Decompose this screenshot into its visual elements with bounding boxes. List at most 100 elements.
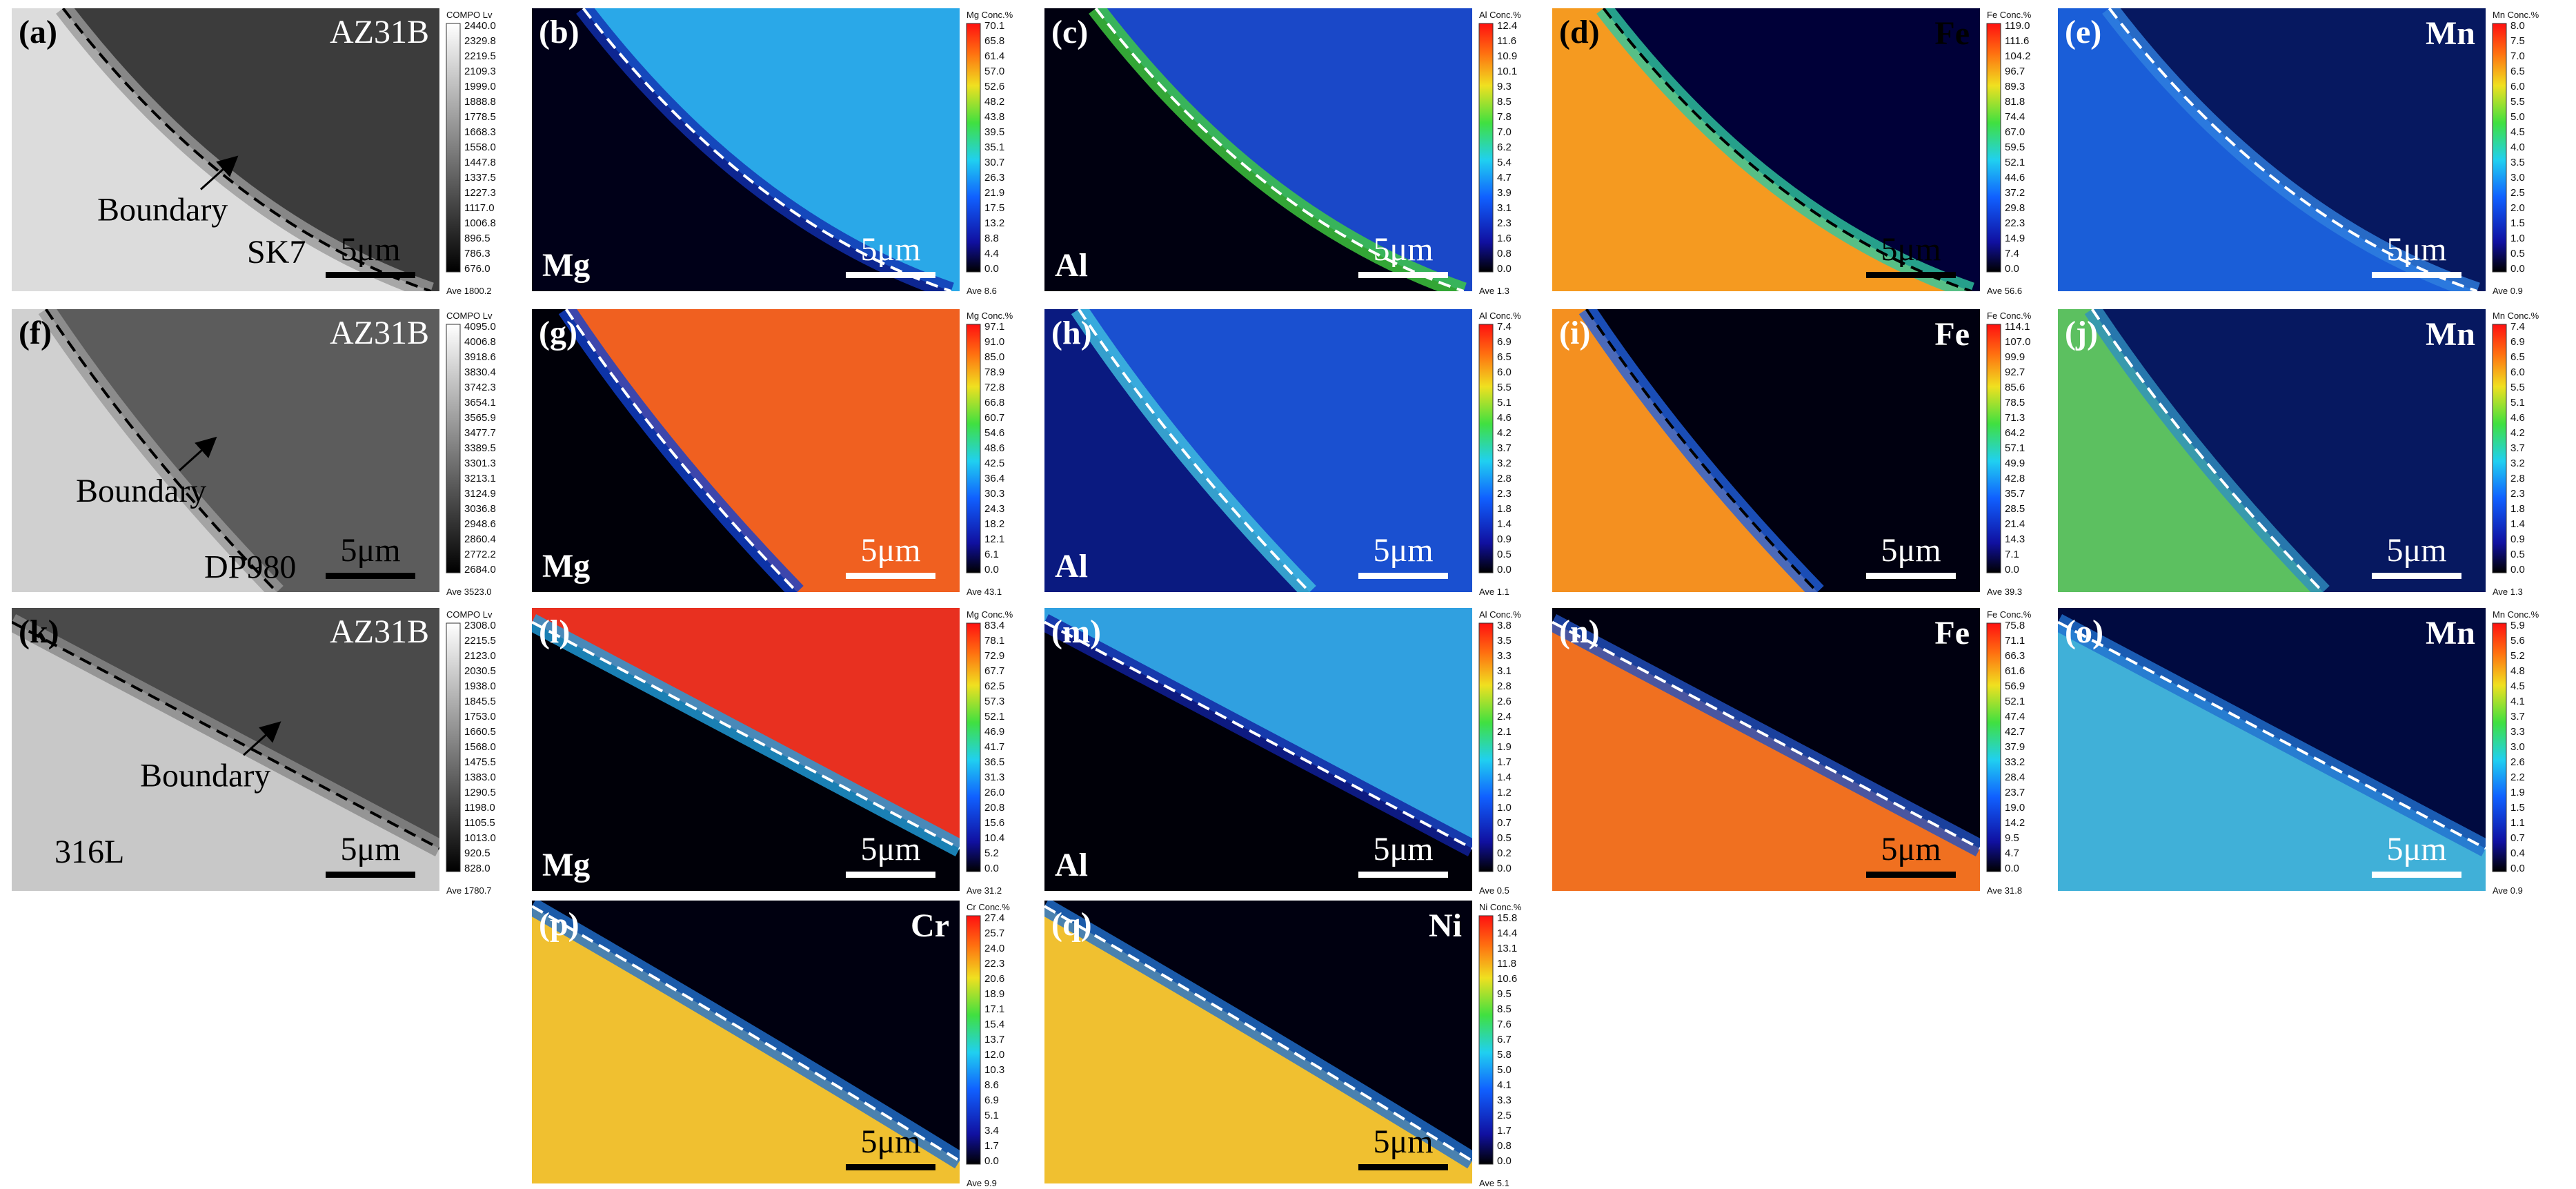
colorbar-tick: 2215.5 [464, 635, 496, 647]
colorbar [966, 915, 981, 1165]
colorbar-tick: 3.4 [984, 1125, 999, 1137]
colorbar-tick: 1006.8 [464, 217, 496, 229]
panel: (o) Mn 5μm Mn Conc.%5.9 5.6 5.2 4.8 4.5 4.1 3.7 3.… [2058, 608, 2539, 896]
colorbar-tick: 65.8 [984, 35, 1004, 47]
colorbar-title: Ni Conc.% [1479, 902, 1522, 912]
colorbar-tick: 1117.0 [464, 202, 495, 214]
colorbar-tick: 92.7 [2005, 366, 2025, 378]
boundary-line [2108, 8, 2478, 291]
region-upper [1603, 8, 1980, 291]
colorbar-tick: 1.7 [1497, 1125, 1512, 1137]
panel: (g) Mg 5μm Mg Conc.%97.1 91.0 85.0 78.9 72.8 66.… [532, 309, 1013, 597]
colorbar-tick: 2123.0 [464, 650, 496, 662]
colorbar-tick: 676.0 [464, 263, 491, 275]
colorbar-tick: 0.0 [1497, 564, 1512, 576]
colorbar-tick: 43.8 [984, 111, 1004, 123]
colorbar-tick: 6.9 [984, 1094, 999, 1106]
colorbar-tick: 4095.0 [464, 321, 496, 333]
region-upper [2109, 8, 2486, 291]
colorbar [2492, 23, 2507, 273]
scale-bar [2372, 573, 2461, 579]
sample-label: SK7 [247, 234, 306, 271]
colorbar-tick: 8.5 [1497, 96, 1512, 108]
colorbar-tick: 3.7 [2510, 442, 2525, 454]
panel: (c) Al 5μm Al Conc.%12.4 11.6 10.9 10.1 9.3 8.5 7… [1044, 8, 1521, 296]
map-image [12, 309, 439, 592]
map-image [1552, 8, 1980, 291]
boundary-label: Boundary [97, 192, 228, 228]
colorbar-tick: 896.5 [464, 233, 491, 244]
panel: (h) Al 5μm Al Conc.%7.4 6.9 6.5 6.0 5.5 5.1 4.6 4.… [1044, 309, 1521, 597]
colorbar-tick: 107.0 [2005, 336, 2031, 348]
colorbar-tick: 24.0 [984, 943, 1004, 954]
colorbar-tick: 1938.0 [464, 680, 496, 692]
colorbar-tick: 64.2 [2005, 427, 2025, 439]
colorbar-average: Ave 0.5 [1479, 885, 1509, 896]
colorbar-title: Al Conc.% [1479, 10, 1521, 20]
element-label: Fe [1934, 316, 1970, 353]
colorbar-tick: 3.7 [2510, 711, 2525, 723]
colorbar-tick: 0.0 [1497, 263, 1512, 275]
scale-bar [1866, 872, 1956, 878]
boundary-line [564, 309, 798, 592]
scale-bar [2372, 872, 2461, 878]
colorbar-tick: 1.5 [2510, 802, 2525, 814]
colorbar-tick: 10.3 [984, 1064, 1004, 1076]
colorbar-tick: 114.1 [2005, 321, 2030, 333]
sample-label: 316L [55, 834, 124, 870]
colorbar-tick: 66.8 [984, 397, 1004, 409]
colorbar-tick: 28.4 [2005, 772, 2025, 783]
colorbar-tick: 1.2 [1497, 787, 1512, 798]
colorbar-tick: 0.0 [984, 564, 999, 576]
colorbar-tick: 9.5 [1497, 988, 1512, 1000]
colorbar-tick: 5.1 [2510, 397, 2525, 409]
colorbar-tick: 0.7 [1497, 817, 1512, 829]
colorbar-tick: 6.5 [2510, 351, 2525, 363]
colorbar [1986, 23, 2001, 273]
panel-label: (h) [1051, 315, 1092, 351]
colorbar-tick: 20.6 [984, 973, 1004, 985]
colorbar-tick: 5.1 [984, 1110, 999, 1121]
colorbar-tick: 8.0 [2510, 20, 2525, 32]
colorbar-tick: 0.0 [2510, 863, 2525, 874]
colorbar-tick: 7.0 [1497, 126, 1512, 138]
colorbar-tick: 30.7 [984, 157, 1004, 168]
colorbar-title: Fe Conc.% [1987, 10, 2032, 20]
colorbar-tick: 4.0 [2510, 141, 2525, 153]
boundary-line [1094, 8, 1465, 291]
element-label: Mg [542, 847, 590, 883]
scale-text: 5μm [860, 231, 920, 268]
colorbar [2492, 324, 2507, 573]
colorbar-tick: 72.8 [984, 382, 1004, 393]
colorbar-average: Ave 0.9 [2493, 286, 2523, 296]
colorbar-tick: 66.3 [2005, 650, 2025, 662]
map-image [12, 8, 439, 291]
colorbar-tick: 21.4 [2005, 518, 2025, 530]
colorbar-tick: 14.4 [1497, 927, 1517, 939]
colorbar-tick: 3.1 [1497, 202, 1512, 214]
colorbar-tick: 1227.3 [464, 187, 496, 199]
colorbar-tick: 2.3 [2510, 488, 2525, 500]
colorbar [1478, 324, 1494, 573]
colorbar-tick: 7.6 [1497, 1019, 1512, 1030]
colorbar-tick: 21.9 [984, 187, 1004, 199]
colorbar-tick: 85.6 [2005, 382, 2025, 393]
panel-label: (p) [539, 906, 579, 943]
scale-text: 5μm [2386, 231, 2446, 268]
scale-bar [846, 573, 935, 579]
colorbar-tick: 7.0 [2510, 50, 2525, 62]
colorbar-tick: 1475.5 [464, 756, 496, 768]
colorbar-tick: 3.9 [1497, 187, 1512, 199]
colorbar-tick: 1660.5 [464, 726, 496, 738]
colorbar-tick: 1.5 [2510, 217, 2525, 229]
colorbar-tick: 60.7 [984, 412, 1004, 424]
panel-label: (k) [19, 613, 59, 650]
map-image [1552, 608, 1980, 891]
panel: (m) Al 5μm Al Conc.%3.8 3.5 3.3 3.1 2.8 2.6 2.4 2.… [1044, 608, 1521, 896]
colorbar-tick: 1.4 [1497, 518, 1512, 530]
boundary-label: Boundary [76, 473, 206, 509]
panel-label: (l) [539, 613, 570, 650]
boundary-line [2058, 620, 2486, 850]
scale-bar [846, 872, 935, 878]
